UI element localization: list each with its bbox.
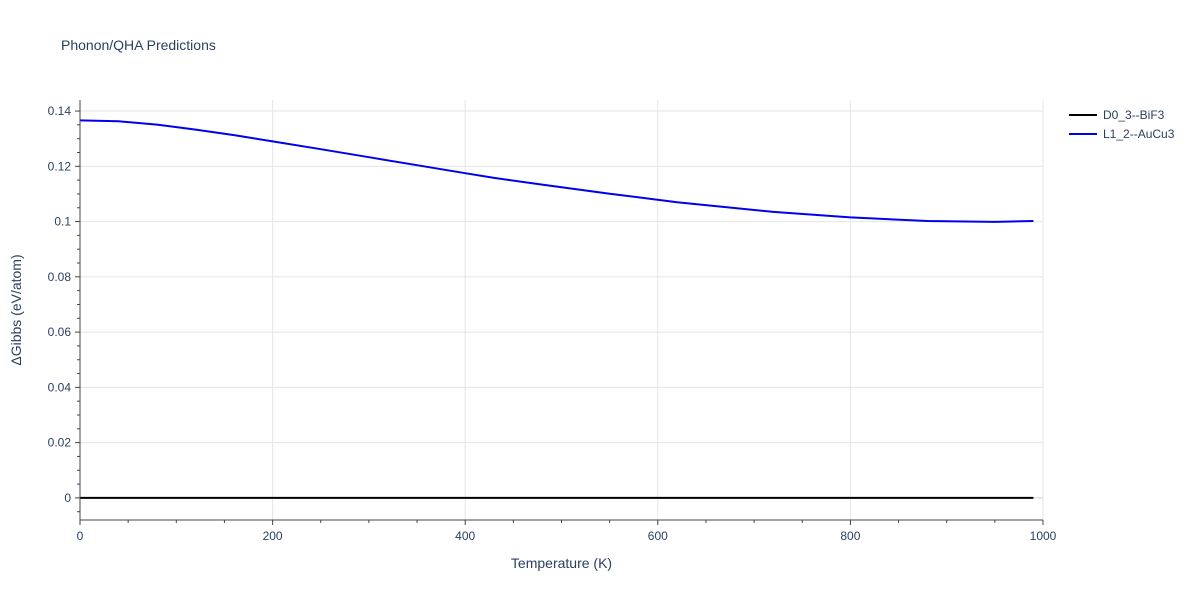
y-tick-label: 0.14 <box>48 104 72 118</box>
chart-title: Phonon/QHA Predictions <box>61 37 216 53</box>
x-tick-label: 400 <box>455 529 475 543</box>
grid-lines <box>80 100 1044 520</box>
legend-label-l1-2-aucu3[interactable]: L1_2--AuCu3 <box>1103 127 1175 141</box>
y-tick-label: 0.02 <box>48 436 72 450</box>
series-lines <box>79 119 1034 499</box>
x-tick-labels: 0 200 400 600 800 1000 <box>77 529 1057 543</box>
x-tick-label: 0 <box>77 529 84 543</box>
x-tick-label: 800 <box>840 529 860 543</box>
x-axis-title: Temperature (K) <box>511 555 612 571</box>
y-tick-labels: 0 0.02 0.04 0.06 0.08 0.1 0.12 0.14 <box>48 104 72 505</box>
y-tick-label: 0.1 <box>54 215 71 229</box>
y-tick-label: 0 <box>64 491 71 505</box>
y-tick-label: 0.08 <box>48 270 72 284</box>
legend[interactable]: D0_3--BiF3 L1_2--AuCu3 <box>1069 108 1175 141</box>
y-tick-label: 0.06 <box>48 325 72 339</box>
x-tick-label: 1000 <box>1030 529 1057 543</box>
y-axis-title: ΔGibbs (eV/atom) <box>8 254 24 365</box>
x-tick-label: 600 <box>648 529 668 543</box>
series-line-l1-2-aucu3 <box>79 119 1034 223</box>
y-tick-label: 0.12 <box>48 159 72 173</box>
axes <box>75 100 1044 525</box>
y-tick-label: 0.04 <box>48 380 72 394</box>
legend-label-d0-3-bif3[interactable]: D0_3--BiF3 <box>1103 108 1165 122</box>
x-tick-label: 200 <box>263 529 283 543</box>
